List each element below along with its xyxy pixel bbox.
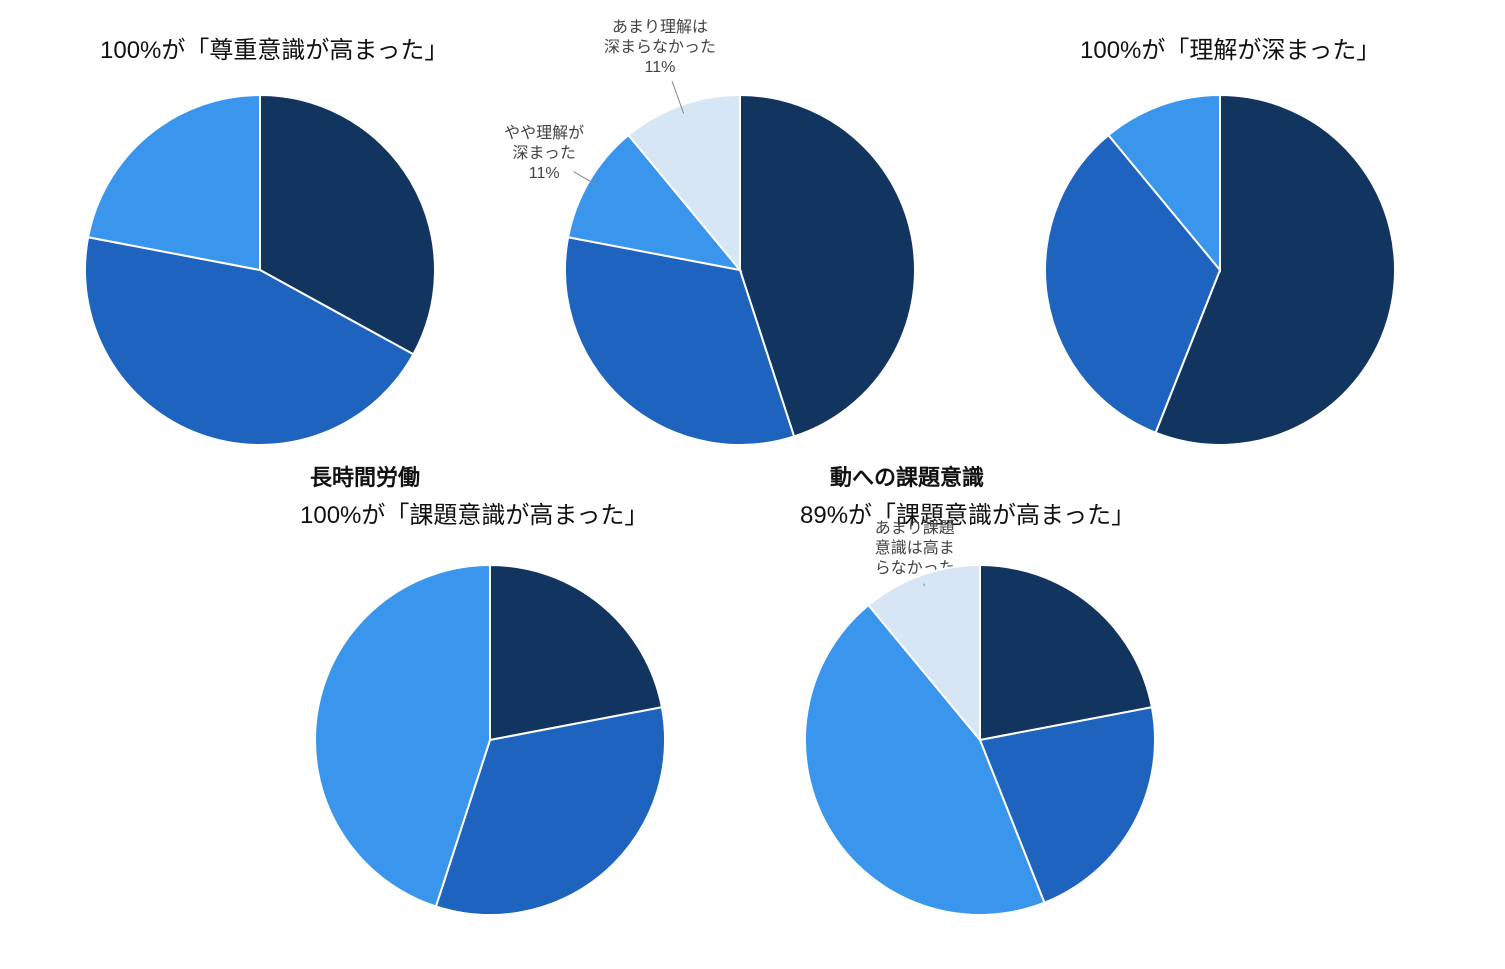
pie-chart bbox=[801, 561, 1159, 919]
pie-chart bbox=[1041, 91, 1399, 449]
pie-chart bbox=[561, 91, 919, 449]
chart-title: 100%が「課題意識が高まった」 bbox=[300, 495, 648, 530]
chart-title: 89%が「課題意識が高まった」 bbox=[800, 495, 1135, 530]
slice-label: あまり理解は深まらなかった11% bbox=[604, 18, 716, 78]
chart-title: 100%が「理解が深まった」 bbox=[1080, 30, 1380, 65]
chart-title: 100%が「尊重意識が高まった」 bbox=[100, 30, 448, 65]
section-title: 動への課題意識 bbox=[830, 460, 984, 492]
section-title: 長時間労働 bbox=[310, 460, 420, 492]
pie-chart bbox=[81, 91, 439, 449]
pie-chart bbox=[311, 561, 669, 919]
chart-canvas: 長時間労働動への課題意識100%が「尊重意識が高まった」とても尊重意識が高まった… bbox=[0, 0, 1505, 969]
